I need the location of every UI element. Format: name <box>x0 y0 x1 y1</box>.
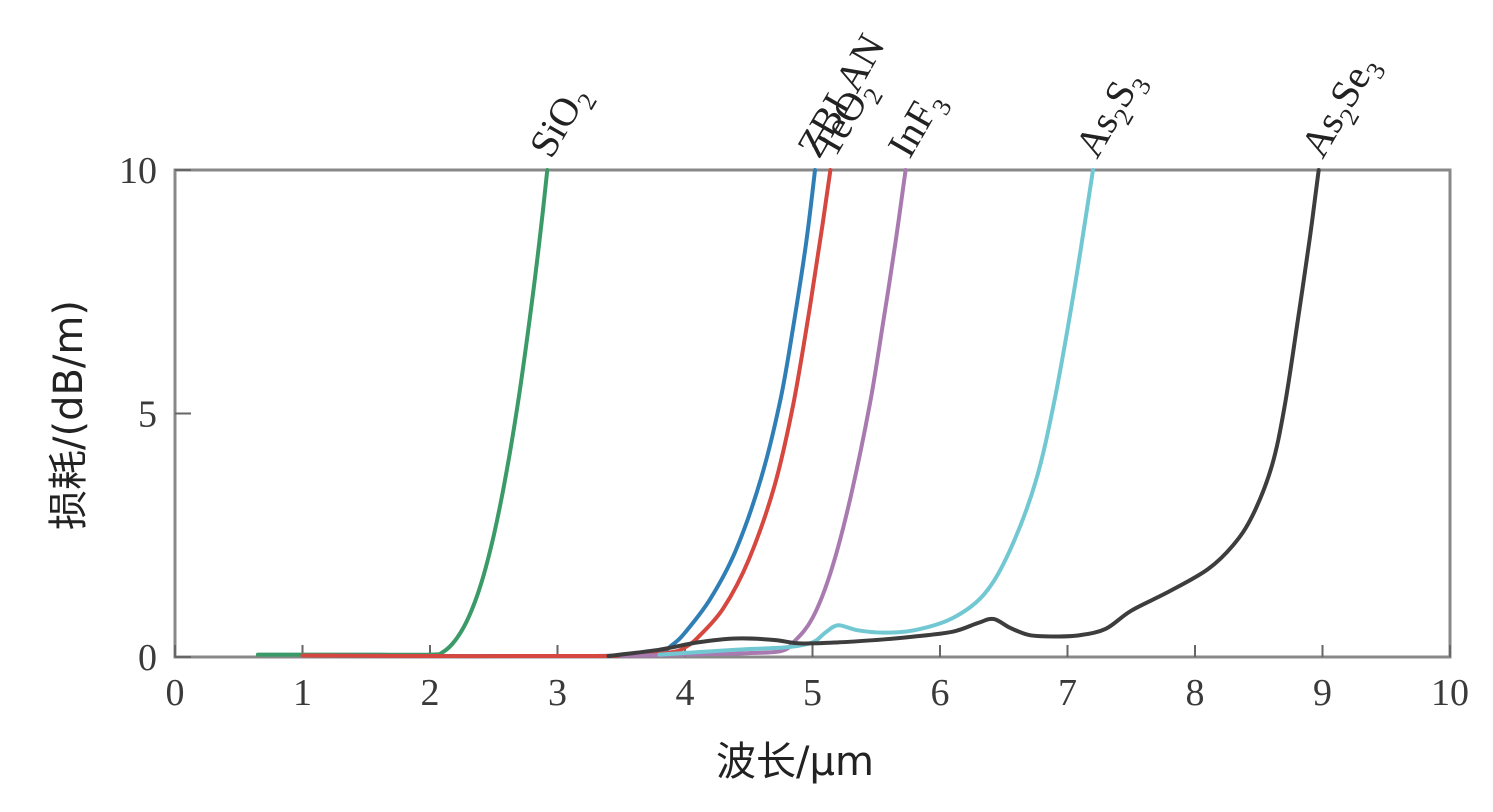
x-tick-label: 6 <box>931 672 950 714</box>
y-axis-title: 损耗/(dB/m) <box>46 300 92 530</box>
series-label-text: SiO2 <box>520 77 603 168</box>
x-axis-title: 波长/μm <box>716 739 874 785</box>
plot-frame <box>173 168 1452 659</box>
series-line-as2s3 <box>657 168 1095 657</box>
x-tick-label: 3 <box>548 672 567 714</box>
x-tick-label: 7 <box>1058 672 1077 714</box>
series-line-as2se3 <box>606 168 1321 658</box>
series-label-text: As2S3 <box>1066 62 1157 168</box>
series-label-text: InF3 <box>878 83 957 168</box>
series-label-as2s3: As2S3 <box>1066 62 1157 168</box>
x-tick-label: 2 <box>421 672 440 714</box>
x-tick-label: 4 <box>676 672 695 714</box>
x-axis-ticks: 0 1 2 3 4 5 6 7 8 9 10 <box>166 645 1469 714</box>
y-tick-label: 10 <box>119 150 157 192</box>
plot-border <box>173 168 1452 659</box>
series-lines <box>255 168 1321 659</box>
series-line-inf3 <box>619 168 908 658</box>
x-tick-label: 0 <box>166 672 185 714</box>
x-tick-label: 1 <box>293 672 312 714</box>
x-tick-label: 10 <box>1431 672 1469 714</box>
series-line-sio2 <box>255 168 550 657</box>
series-label-text: As2Se3 <box>1291 46 1391 168</box>
y-axis-ticks: 0 5 10 <box>119 150 191 679</box>
x-tick-label: 5 <box>803 672 822 714</box>
y-tick-label: 5 <box>138 394 157 436</box>
series-line-teo2 <box>300 168 833 659</box>
x-tick-label: 9 <box>1313 672 1332 714</box>
series-label-sio2: SiO2 <box>520 77 603 168</box>
y-tick-label: 0 <box>138 637 157 679</box>
series-label-as2se3: As2Se3 <box>1291 46 1391 168</box>
x-tick-label: 8 <box>1186 672 1205 714</box>
series-label-inf3: InF3 <box>878 83 957 168</box>
